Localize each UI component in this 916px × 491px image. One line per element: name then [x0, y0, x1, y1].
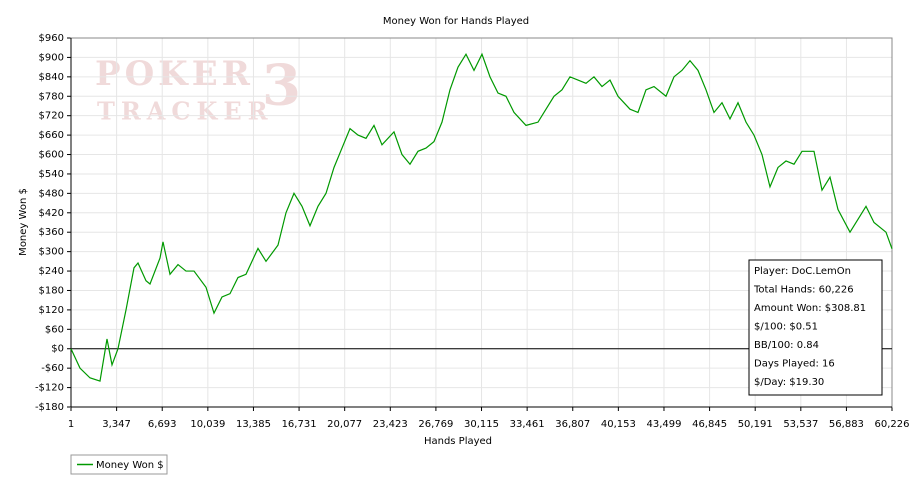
y-tick-label: -$120 — [35, 383, 64, 394]
x-axis-label: Hands Played — [424, 436, 492, 447]
x-tick-label: 30,115 — [464, 419, 499, 430]
x-tick-label: 13,385 — [236, 419, 271, 430]
x-tick-label: 60,226 — [875, 419, 910, 430]
x-tick-label: 43,499 — [646, 419, 681, 430]
y-tick-label: $420 — [39, 208, 64, 219]
y-tick-label: $840 — [39, 72, 64, 83]
y-tick-label: $660 — [39, 130, 64, 141]
x-tick-label: 50,191 — [738, 419, 773, 430]
y-tick-label: $0 — [51, 344, 64, 355]
x-tick-label: 33,461 — [510, 419, 545, 430]
y-tick-label: $720 — [39, 111, 64, 122]
info-line: Days Played: 16 — [754, 359, 835, 370]
x-tick-label: 26,769 — [418, 419, 453, 430]
x-tick-label: 23,423 — [373, 419, 408, 430]
x-tick-label: 1 — [68, 419, 74, 430]
y-tick-label: $120 — [39, 305, 64, 316]
x-tick-label: 20,077 — [327, 419, 362, 430]
y-tick-label: $540 — [39, 169, 64, 180]
chart-title: Money Won for Hands Played — [383, 16, 529, 27]
y-tick-label: $180 — [39, 285, 64, 296]
x-tick-label: 36,807 — [555, 419, 590, 430]
info-line: Total Hands: 60,226 — [753, 285, 854, 296]
info-line: $/Day: $19.30 — [754, 377, 824, 388]
watermark: TRACKER — [97, 97, 274, 126]
info-box — [748, 259, 883, 396]
x-tick-label: 10,039 — [190, 419, 225, 430]
watermark: POKER — [95, 54, 254, 94]
x-tick-label: 53,537 — [783, 419, 818, 430]
y-tick-label: $900 — [39, 52, 64, 63]
y-tick-label: $600 — [39, 150, 64, 161]
y-tick-label: $300 — [39, 247, 64, 258]
y-tick-label: -$60 — [41, 363, 64, 374]
y-axis-label: Money Won $ — [18, 188, 29, 256]
y-tick-label: $960 — [39, 33, 64, 44]
info-line: BB/100: 0.84 — [754, 340, 819, 351]
legend-label: Money Won $ — [96, 460, 164, 471]
info-line: Player: DoC.LemOn — [754, 266, 851, 277]
x-tick-label: 6,693 — [148, 419, 177, 430]
x-tick-label: 3,347 — [102, 419, 131, 430]
legend-box — [70, 454, 168, 475]
y-tick-label: $60 — [45, 324, 64, 335]
info-line: $/100: $0.51 — [754, 322, 818, 333]
watermark: 3 — [262, 53, 301, 119]
x-tick-label: 56,883 — [829, 419, 864, 430]
data-line — [70, 52, 893, 382]
y-tick-label: $480 — [39, 188, 64, 199]
x-tick-label: 46,845 — [692, 419, 727, 430]
y-tick-label: -$180 — [35, 402, 64, 413]
x-tick-label: 40,153 — [601, 419, 636, 430]
y-tick-label: $240 — [39, 266, 64, 277]
info-line: Amount Won: $308.81 — [754, 303, 866, 314]
x-tick-label: 16,731 — [282, 419, 317, 430]
y-tick-label: $780 — [39, 91, 64, 102]
y-tick-label: $360 — [39, 227, 64, 238]
